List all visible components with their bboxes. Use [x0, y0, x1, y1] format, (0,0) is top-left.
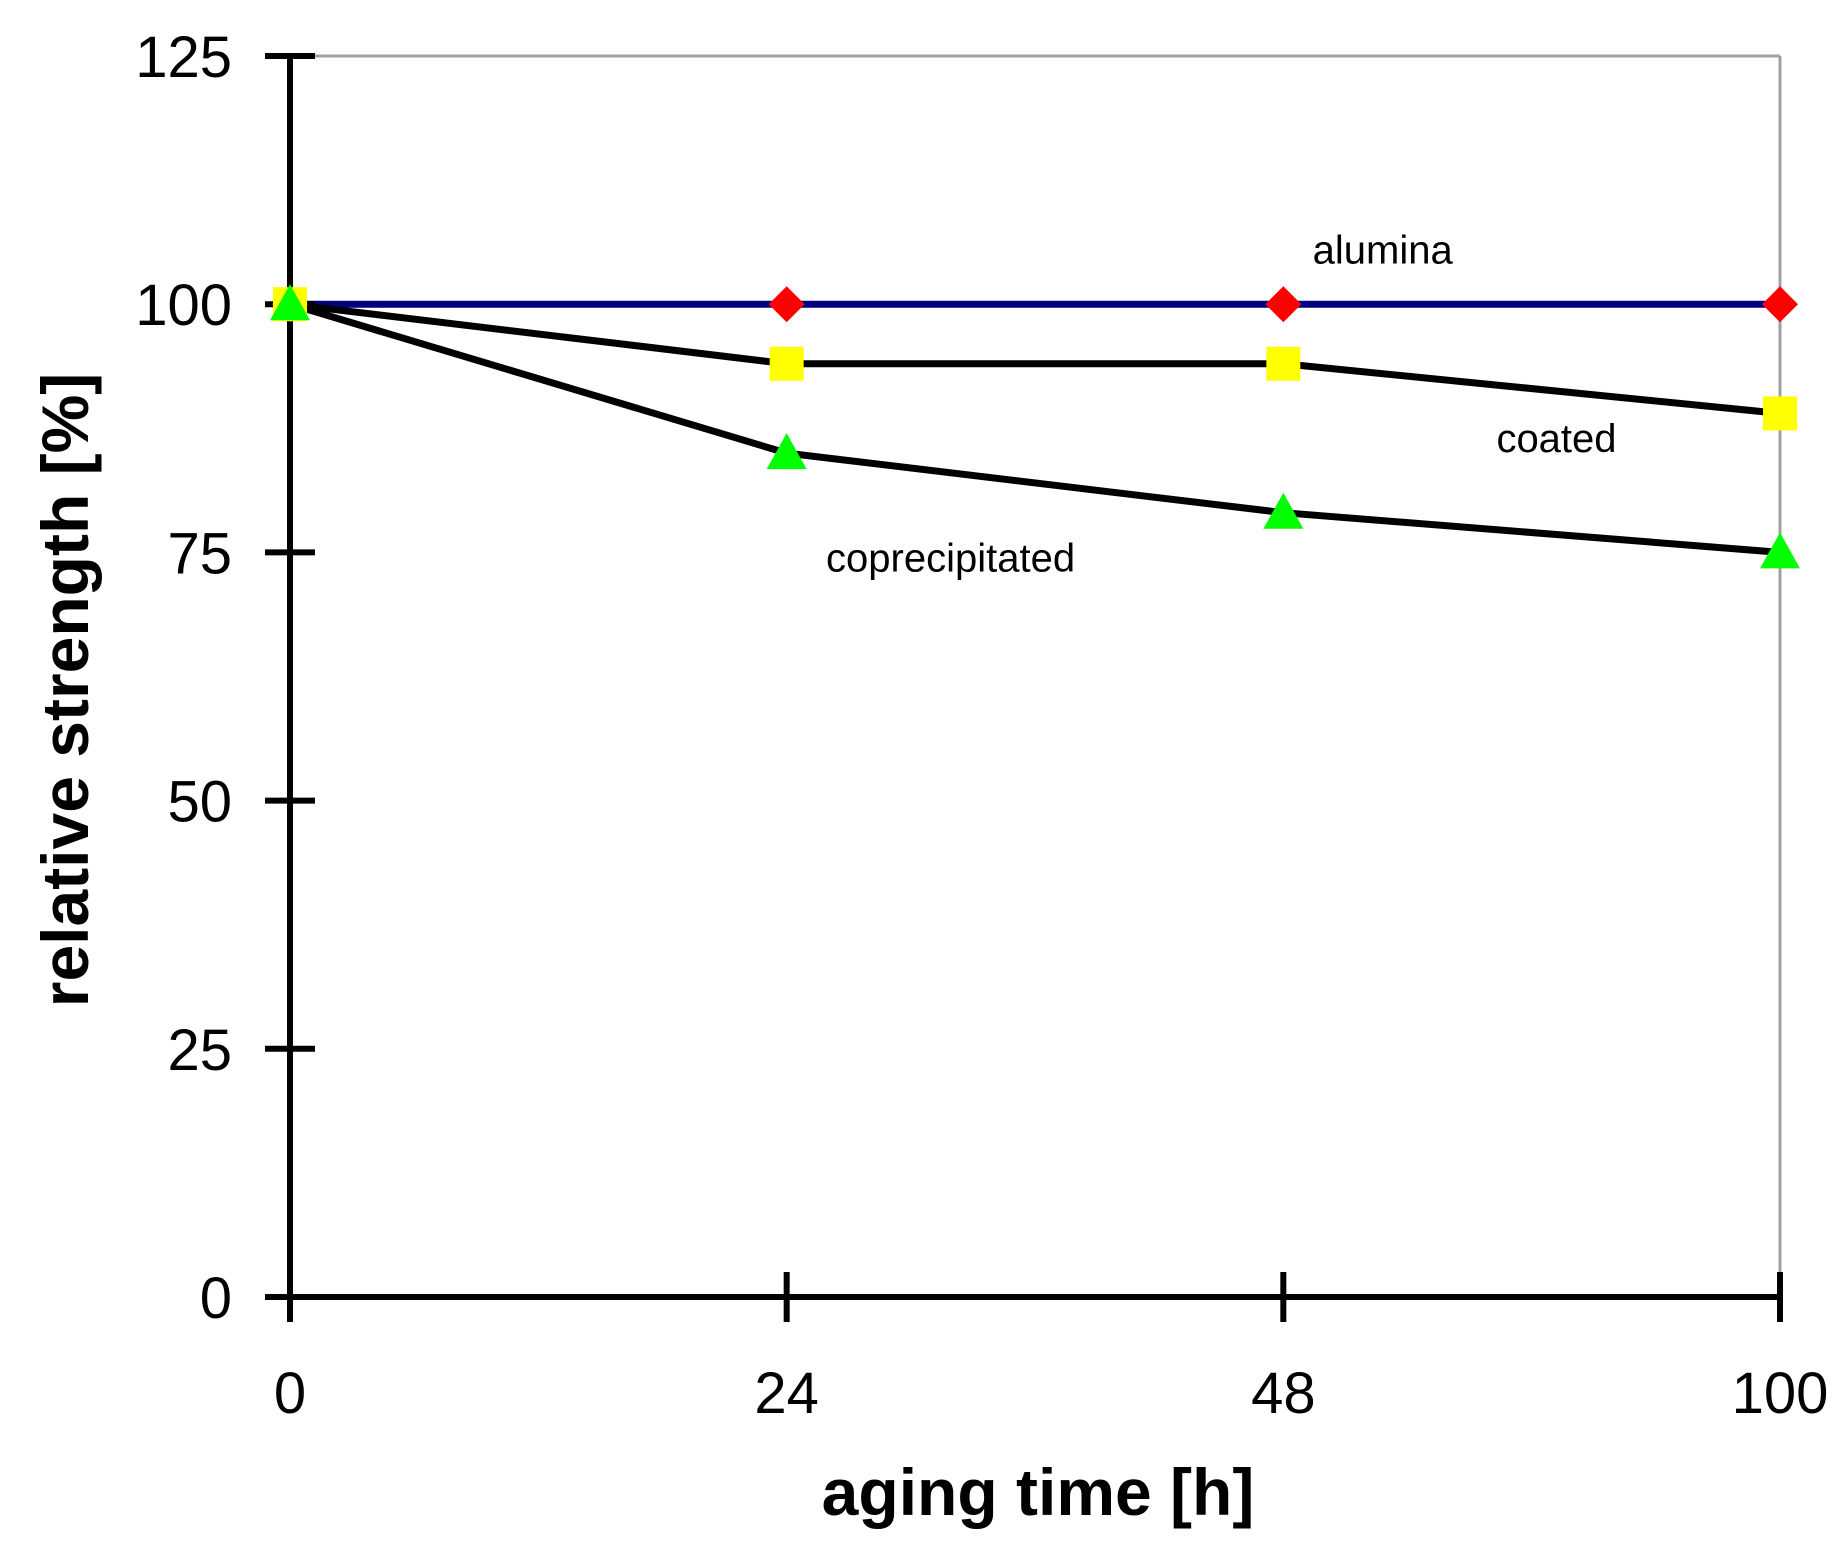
y-tick-label: 25 — [167, 1018, 232, 1083]
marker-alumina — [1265, 286, 1302, 323]
series-line-coated — [289, 300, 1781, 417]
marker-coprecipitated — [766, 433, 807, 470]
x-tick-label: 24 — [754, 1361, 819, 1426]
marker-coprecipitated — [1760, 532, 1800, 569]
plot-frame — [290, 54, 1782, 1297]
y-tick-label: 0 — [200, 1266, 232, 1331]
x-tick-label: 0 — [274, 1361, 306, 1426]
series-labels: alumina coated coprecipitated — [826, 229, 1617, 581]
marker-coprecipitated — [1263, 492, 1304, 529]
series-label-coated: coated — [1496, 417, 1616, 461]
marker-alumina — [768, 286, 805, 323]
series-lines — [288, 300, 1781, 556]
marker-coated — [1266, 346, 1301, 381]
x-tick-label: 48 — [1251, 1361, 1316, 1426]
marker-coated — [1763, 396, 1797, 431]
y-axis-title: relative strength [%] — [28, 373, 102, 1007]
x-tick-label: 100 — [1732, 1361, 1829, 1426]
series-line-coprecipitated — [288, 300, 1781, 556]
series-label-coprecipitated: coprecipitated — [826, 536, 1075, 580]
axes — [265, 53, 1783, 1322]
marker-coated — [769, 346, 804, 381]
x-axis-title: aging time [h] — [822, 1455, 1255, 1529]
y-tick-label: 75 — [167, 521, 232, 586]
tick-labels: 0 25 50 75 100 125 0 24 48 100 — [135, 25, 1828, 1426]
y-tick-label: 50 — [167, 770, 232, 835]
marker-alumina — [1762, 286, 1798, 323]
y-tick-label: 125 — [135, 25, 232, 90]
marker-coprecipitated — [270, 284, 310, 321]
series-markers — [270, 284, 1800, 569]
y-tick-label: 100 — [135, 273, 232, 338]
series-label-alumina: alumina — [1313, 229, 1454, 273]
